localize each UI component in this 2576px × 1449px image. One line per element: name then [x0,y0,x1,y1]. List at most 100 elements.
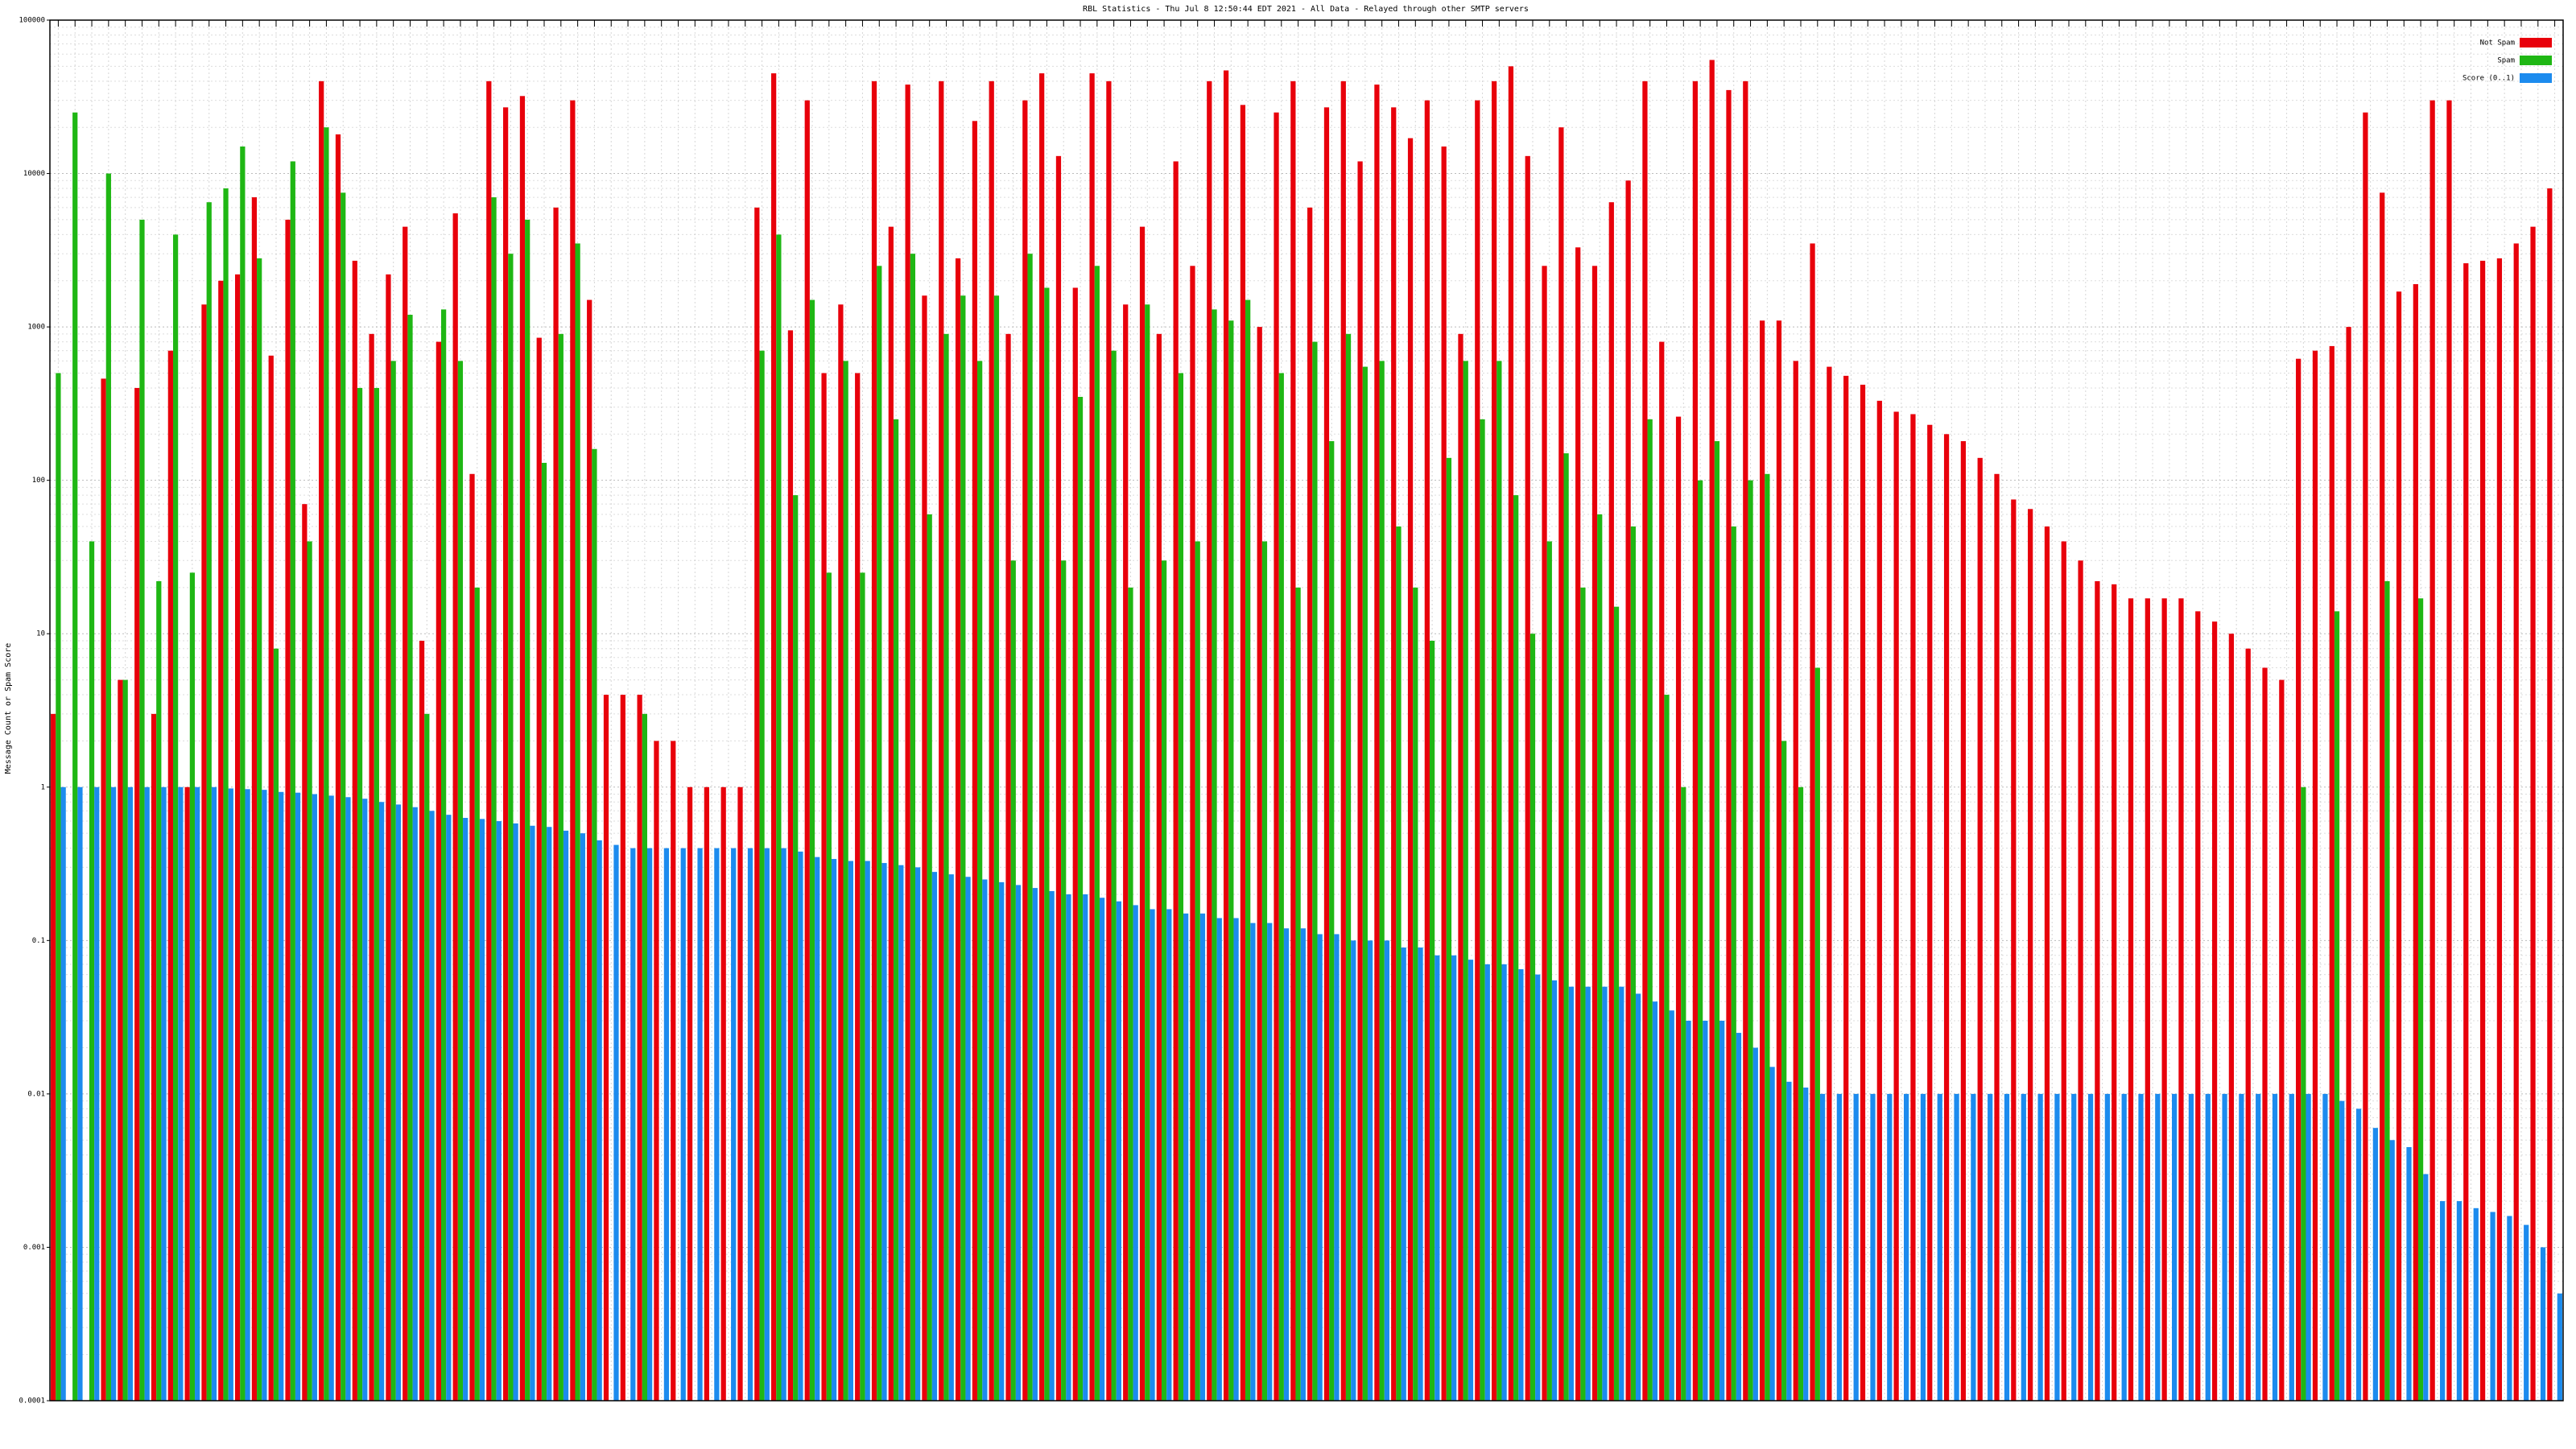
bar [2272,1093,2278,1401]
bar [1977,457,1983,1401]
bar [2245,648,2251,1401]
bar [2413,283,2418,1402]
bar [1212,309,1217,1401]
bar [1145,304,1150,1401]
bar [1551,980,1558,1401]
bar [1351,940,1356,1401]
bar [898,865,904,1401]
bar [720,786,726,1401]
bar [1798,786,1804,1401]
bar [1015,885,1022,1401]
bar [1089,73,1095,1402]
bar [486,80,492,1401]
bar [855,373,861,1401]
bar [2121,1093,2127,1401]
bar [2456,1201,2462,1401]
bar [1312,341,1318,1401]
bar [787,330,794,1402]
bar [1686,1020,1691,1401]
bar [771,73,777,1402]
bar [1669,1010,1674,1401]
bar [1178,373,1184,1401]
bar [2463,263,2469,1401]
bar [110,786,117,1401]
y-tick-label: 1 [41,783,45,791]
bar [1501,964,1507,1401]
bar [2473,1208,2479,1401]
bar [2363,112,2368,1402]
bar [931,872,938,1401]
bar [999,881,1005,1401]
bar [1407,138,1414,1402]
bar [1954,1093,1959,1401]
bar [2329,345,2334,1401]
bar [1195,541,1200,1401]
bar [2087,1093,2094,1401]
bar [1228,320,1234,1401]
bar [2429,100,2435,1401]
bar [1535,974,1541,1401]
bar [1290,80,1296,1401]
y-tick-label: 10 [36,630,45,638]
bar [2440,1201,2446,1401]
bar [809,299,815,1402]
bar [2239,1093,2244,1401]
bar [1199,913,1206,1401]
bar [1005,333,1011,1401]
bar [1580,587,1586,1401]
bar [105,173,111,1402]
bar [737,786,743,1401]
bar [570,100,576,1401]
y-tick-label: 100000 [19,17,45,25]
bar [1010,560,1016,1401]
bar [2372,1128,2379,1401]
bar [2339,1100,2345,1401]
bar [345,797,351,1401]
bar [960,295,966,1402]
bar [2355,1108,2362,1401]
bar [60,786,66,1401]
bar [273,648,279,1401]
bar [871,80,877,1401]
bar [2161,598,2167,1401]
bar [1585,986,1591,1401]
bar [1525,155,1530,1401]
bar [1681,786,1686,1401]
bar [72,112,78,1402]
bar [1731,526,1736,1402]
bar [324,127,329,1401]
bar [1513,495,1519,1401]
bar [1384,940,1390,1401]
bar [279,791,284,1401]
bar [547,827,552,1401]
bar [1635,993,1641,1401]
bar [1743,80,1748,1401]
bar [1652,1001,1658,1401]
bar [134,387,140,1401]
bar [680,848,686,1401]
bar [1451,955,1457,1401]
bar [2061,541,2066,1401]
y-tick-label: 0.01 [27,1090,45,1098]
bar [211,786,217,1401]
bar [972,121,978,1401]
bar [1508,66,1514,1402]
bar [1190,266,1195,1401]
bar [881,863,887,1401]
bar [1116,901,1122,1401]
bar [2530,226,2536,1402]
bar [1300,928,1306,1401]
bar [663,848,670,1401]
bar [1709,60,1715,1401]
bar [407,315,413,1401]
bar [2380,192,2385,1402]
bar [1401,947,1406,1401]
legend-swatch [2520,56,2552,65]
legend-label: Score (0..1) [2462,75,2515,83]
bar [592,448,597,1401]
bar [1591,266,1598,1401]
bar [1379,361,1385,1401]
bar [1032,888,1038,1401]
bar [419,640,425,1401]
